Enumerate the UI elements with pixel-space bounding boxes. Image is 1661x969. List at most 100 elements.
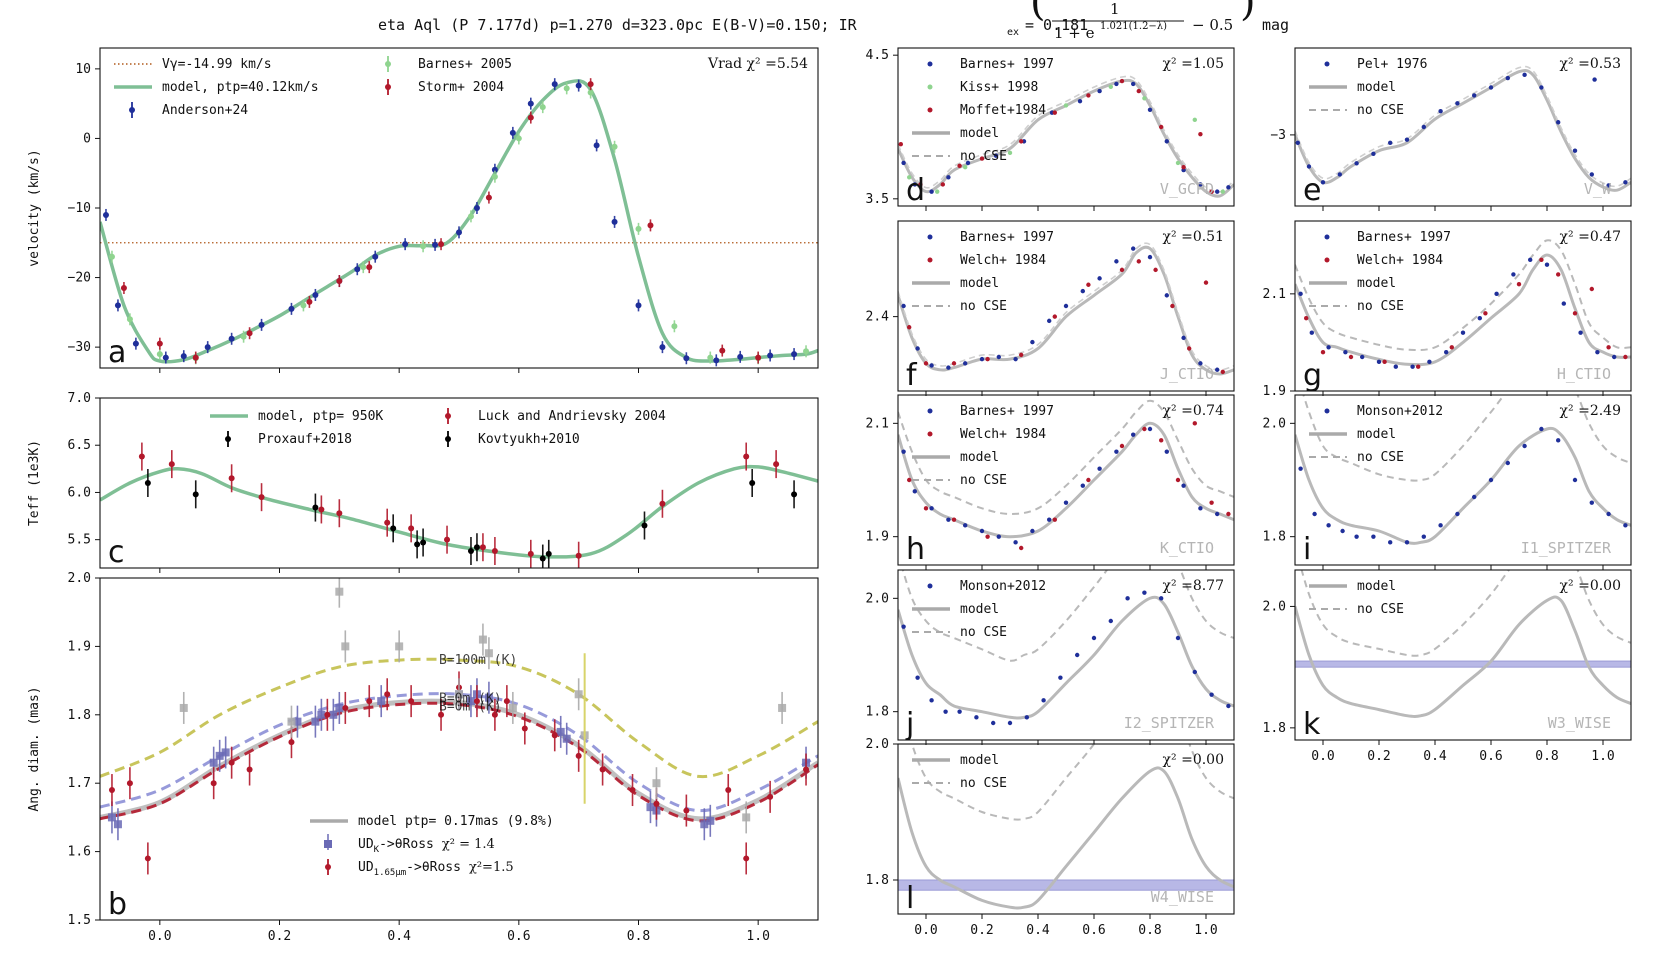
chi2-symbol: χ² = — [1163, 56, 1193, 72]
panel-k: 2.0 1.8 0.0 0.2 0.4 0.6 0.8 1.0 k W3_WISE χ² =0.00… — [1263, 569, 1632, 764]
data-point — [1371, 534, 1376, 539]
plot-area — [898, 570, 1234, 726]
data-point — [360, 264, 367, 271]
data-point — [965, 160, 971, 166]
data-point — [420, 243, 427, 250]
legend-text: no CSE — [960, 625, 1007, 640]
data-point — [707, 354, 714, 361]
data-point — [778, 703, 787, 712]
data-point — [539, 555, 546, 562]
legend-text: Kiss+ 1998 — [960, 80, 1038, 95]
panel-b: B=100m (K) B=0m (K)B=0m (K) 2.0 1.9 1.8 1.7 1.… — [27, 571, 819, 944]
data-point — [979, 156, 985, 161]
data-point — [1388, 540, 1393, 545]
legend-text: model, ptp=40.12km/s — [162, 80, 319, 95]
data-point — [1181, 165, 1186, 170]
data-point — [1075, 652, 1080, 658]
chi2-number: 5.54 — [777, 56, 808, 72]
data-point — [1192, 421, 1198, 426]
data-point — [901, 160, 906, 166]
y-tick-label: 0 — [83, 131, 91, 146]
data-point — [144, 480, 151, 486]
legend-symbol — [385, 84, 391, 90]
data-point — [300, 302, 307, 309]
legend-label: Barnes+ 1997 — [1357, 230, 1451, 245]
data-point — [144, 855, 151, 862]
data-point — [700, 820, 709, 829]
legend-label: Luck and Andrievsky 2004 — [478, 409, 666, 424]
legend-label: no CSE — [960, 625, 1007, 640]
data-point — [551, 732, 558, 739]
legend-text: UD — [358, 837, 374, 852]
legend-sub: K — [374, 845, 380, 855]
panel-l: 2.0 1.8 0.0 0.2 0.4 0.6 0.8 1.0 l W4_WISE χ² =0.00… — [866, 737, 1235, 938]
data-point — [466, 697, 475, 706]
data-point — [1131, 432, 1136, 437]
data-point — [545, 550, 552, 557]
chi2-number: 0.51 — [1193, 229, 1224, 245]
legend-text: Barnes+ 2005 — [418, 57, 512, 72]
title-sub: ex — [1007, 27, 1019, 38]
data-point — [1612, 354, 1617, 360]
data-point — [1052, 110, 1058, 115]
data-point — [1444, 349, 1449, 355]
data-point — [951, 517, 957, 522]
data-point — [1209, 189, 1214, 194]
chi2-value: χ² =1.05 — [1163, 56, 1224, 72]
y-tick-label: 1.6 — [68, 845, 91, 860]
data-point — [420, 539, 427, 546]
model-curve — [100, 79, 818, 364]
data-point — [1505, 75, 1511, 81]
data-point — [1298, 291, 1303, 297]
data-point — [1019, 352, 1024, 358]
data-point — [377, 697, 386, 706]
model-curve — [1295, 253, 1631, 367]
legend: Monson+2012 model no CSE — [1309, 404, 1443, 465]
data-point — [575, 752, 582, 759]
plot-area: B=100m (K) B=0m (K)B=0m (K) — [100, 578, 818, 875]
data-point — [1494, 291, 1499, 297]
data-point — [414, 541, 421, 548]
data-point — [366, 698, 373, 705]
legend-text: Kovtyukh+2010 — [478, 432, 580, 447]
x-tick-label: 0.6 — [507, 929, 530, 944]
data-point — [179, 703, 188, 712]
data-point — [1125, 596, 1130, 601]
chi2-number: 0.00 — [1193, 752, 1224, 768]
legend-text: Storm+ 2004 — [418, 80, 504, 95]
x-tick-label: 0.0 — [914, 923, 937, 938]
legend-symbol — [1324, 234, 1330, 240]
legend-tail: ->θRoss — [379, 837, 434, 852]
data-point — [1544, 262, 1550, 267]
data-point — [901, 449, 906, 454]
y-tick-label: 1.9 — [866, 530, 889, 545]
data-point — [1220, 189, 1226, 194]
legend-label: model — [960, 602, 999, 617]
data-point — [587, 81, 594, 88]
x-tick-label: 0.4 — [387, 929, 411, 944]
data-point — [575, 552, 582, 559]
data-point — [1220, 369, 1226, 375]
model-curve — [1295, 426, 1631, 545]
data-point — [1505, 460, 1511, 466]
data-point — [1077, 98, 1083, 104]
data-point — [1561, 301, 1567, 306]
data-point — [737, 353, 744, 360]
data-point — [1108, 618, 1114, 624]
data-point — [929, 506, 934, 511]
data-point — [1528, 257, 1533, 263]
data-point — [527, 114, 534, 121]
data-point — [156, 351, 163, 358]
y-tick-label: −30 — [68, 340, 91, 355]
panel-letter: a — [108, 335, 126, 370]
legend-label: model — [1357, 276, 1396, 291]
legend-sub: 1.65μm — [374, 868, 407, 878]
nocse-curve — [1295, 65, 1631, 188]
x-tick-label: 0.4 — [1026, 923, 1050, 938]
data-point — [408, 525, 415, 532]
data-point — [1108, 84, 1114, 89]
chi2-number: 8.77 — [1193, 578, 1224, 594]
data-point — [1175, 635, 1181, 641]
nocse-curve — [901, 570, 1234, 662]
chi2-number: 1.05 — [1193, 56, 1224, 72]
